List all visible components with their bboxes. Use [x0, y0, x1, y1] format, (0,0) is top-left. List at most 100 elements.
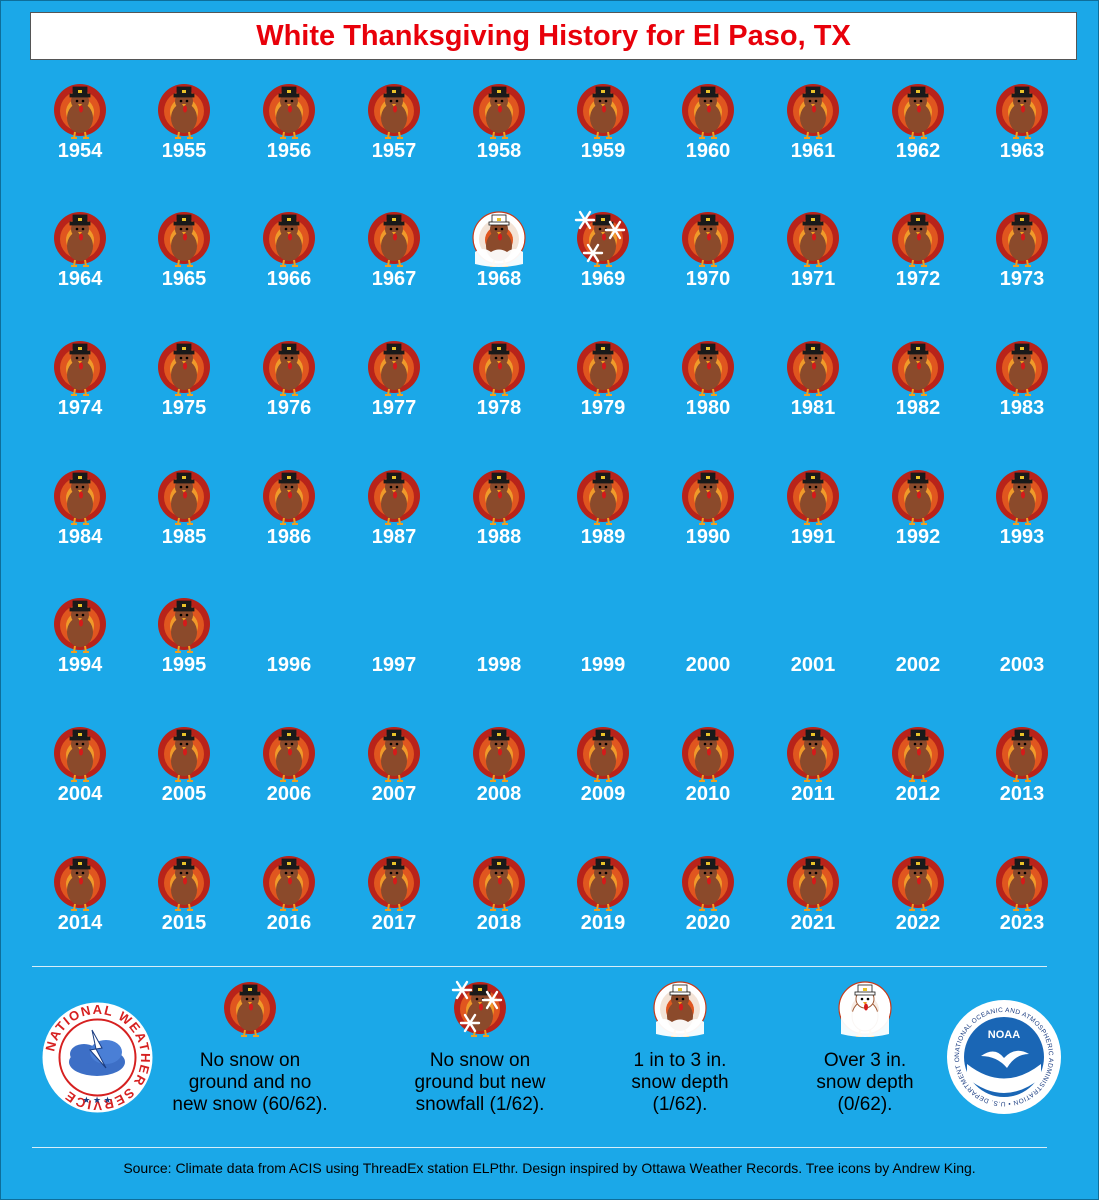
year-label: 1999	[580, 654, 626, 676]
turkey-no-snow-icon	[469, 723, 529, 785]
turkey-no-snow-icon	[364, 208, 424, 270]
legend-line: ground and no	[188, 1072, 312, 1093]
legend-text: No snow on ground but new snowfall (1/62).	[380, 1050, 580, 1116]
turkey-no-snow-icon	[573, 852, 633, 914]
noaa-logo-icon: NATIONAL OCEANIC AND ATMOSPHERIC ADMINIS…	[942, 993, 1063, 1121]
turkey-no-snow-icon	[364, 80, 424, 142]
turkey-no-snow-icon	[678, 337, 738, 399]
year-label: 1976	[266, 397, 312, 419]
year-cell: 1963	[970, 80, 1074, 180]
year-cell: 1981	[761, 337, 865, 437]
year-label: 2019	[580, 912, 626, 934]
turkey-no-snow-icon	[220, 978, 280, 1040]
year-label: 1963	[999, 140, 1045, 162]
year-label: 1991	[790, 526, 836, 548]
turkey-snowfall-icon	[450, 978, 510, 1040]
legend-line: (1/62).	[652, 1094, 708, 1115]
turkey-no-snow-icon	[364, 466, 424, 528]
year-label: 2012	[895, 783, 941, 805]
turkey-no-snow-icon	[50, 337, 110, 399]
year-cell: 2016	[237, 852, 341, 952]
turkey-no-snow-icon	[783, 337, 843, 399]
turkey-no-snow-icon	[469, 852, 529, 914]
turkey-deep-snow-icon	[835, 978, 895, 1040]
source-note: Source: Climate data from ACIS using Thr…	[123, 1160, 976, 1176]
turkey-no-snow-icon	[992, 723, 1052, 785]
year-cell: 1992	[866, 466, 970, 566]
year-cell: 1971	[761, 208, 865, 308]
year-label: 1962	[895, 140, 941, 162]
svg-text:★ ★ ★: ★ ★ ★	[82, 1095, 111, 1105]
year-label: 1983	[999, 397, 1045, 419]
year-label: 2016	[266, 912, 312, 934]
turkey-no-snow-icon	[154, 852, 214, 914]
turkey-no-snow-icon	[154, 594, 214, 656]
turkey-snow-depth-icon	[650, 978, 710, 1040]
legend-line: snowfall (1/62).	[415, 1094, 545, 1115]
turkey-no-snow-icon	[364, 723, 424, 785]
year-label: 1987	[371, 526, 417, 548]
turkey-no-snow-icon	[783, 852, 843, 914]
legend-line: 1 in to 3 in.	[633, 1050, 727, 1071]
year-label: 1966	[266, 268, 312, 290]
year-label: 2000	[685, 654, 731, 676]
year-label: 1986	[266, 526, 312, 548]
year-label: 1978	[476, 397, 522, 419]
year-label: 1977	[371, 397, 417, 419]
legend-item: 1 in to 3 in. snow depth (1/62).	[595, 978, 765, 1116]
turkey-snowfall-icon	[573, 208, 633, 270]
year-cell: 2003	[970, 594, 1074, 694]
year-label: 1994	[57, 654, 103, 676]
turkey-no-snow-icon	[888, 208, 948, 270]
year-cell: 1973	[970, 208, 1074, 308]
year-cell: 1967	[342, 208, 446, 308]
turkey-no-snow-icon	[50, 208, 110, 270]
turkey-no-snow-icon	[259, 723, 319, 785]
year-cell: 1978	[447, 337, 551, 437]
year-cell: 1987	[342, 466, 446, 566]
year-label: 2006	[266, 783, 312, 805]
turkey-no-snow-icon	[154, 208, 214, 270]
turkey-no-snow-icon	[678, 852, 738, 914]
year-cell: 1960	[656, 80, 760, 180]
year-cell: 1965	[132, 208, 236, 308]
year-cell: 2017	[342, 852, 446, 952]
turkey-no-snow-icon	[783, 208, 843, 270]
year-cell: 1962	[866, 80, 970, 180]
year-label: 2002	[895, 654, 941, 676]
turkey-no-snow-icon	[154, 337, 214, 399]
legend-line: Over 3 in.	[823, 1050, 907, 1071]
year-cell: 1995	[132, 594, 236, 694]
turkey-no-snow-icon	[992, 337, 1052, 399]
turkey-no-snow-icon	[364, 337, 424, 399]
year-label: 1954	[57, 140, 103, 162]
page-title: White Thanksgiving History for El Paso, …	[256, 19, 851, 52]
year-label: 1995	[161, 654, 207, 676]
year-cell: 2023	[970, 852, 1074, 952]
year-label: 2022	[895, 912, 941, 934]
year-label: 1968	[476, 268, 522, 290]
turkey-no-snow-icon	[992, 80, 1052, 142]
turkey-no-snow-icon	[154, 723, 214, 785]
year-label: 2017	[371, 912, 417, 934]
year-label: 1971	[790, 268, 836, 290]
turkey-no-snow-icon	[573, 723, 633, 785]
turkey-no-snow-icon	[364, 852, 424, 914]
year-cell: 2018	[447, 852, 551, 952]
year-label: 1969	[580, 268, 626, 290]
year-cell: 1959	[551, 80, 655, 180]
year-label: 2008	[476, 783, 522, 805]
year-cell: 1977	[342, 337, 446, 437]
year-label: 1988	[476, 526, 522, 548]
turkey-snow-depth-icon	[469, 208, 529, 270]
year-label: 2011	[791, 783, 835, 805]
year-cell: 2008	[447, 723, 551, 823]
legend-text: Over 3 in. snow depth (0/62).	[780, 1050, 950, 1116]
year-cell: 2010	[656, 723, 760, 823]
year-label: 1956	[266, 140, 312, 162]
legend-item: No snow on ground and no new snow (60/62).	[150, 978, 350, 1116]
year-cell: 1958	[447, 80, 551, 180]
year-label: 2001	[790, 654, 836, 676]
turkey-no-snow-icon	[469, 466, 529, 528]
legend-text: 1 in to 3 in. snow depth (1/62).	[595, 1050, 765, 1116]
